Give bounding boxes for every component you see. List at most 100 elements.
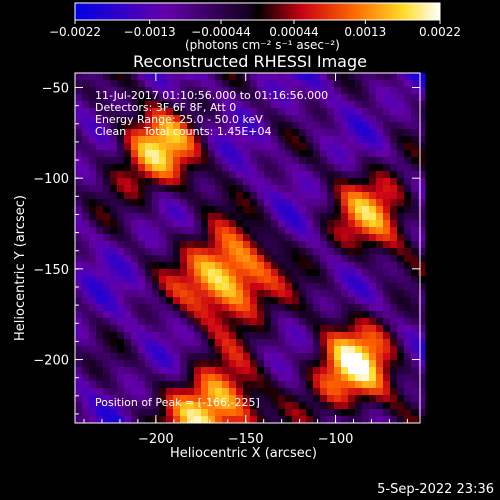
heatmap-cell (103, 199, 111, 207)
heatmap-cell (369, 388, 377, 396)
heatmap-cell (145, 325, 153, 333)
heatmap-cell (278, 241, 286, 249)
heatmap-cell (376, 304, 384, 312)
heatmap-cell (383, 269, 391, 277)
heatmap-cell (96, 185, 104, 193)
heatmap-cell (138, 367, 146, 375)
heatmap-cell (341, 339, 349, 347)
heatmap-cell (285, 164, 293, 172)
heatmap-cell (124, 395, 132, 403)
heatmap-cell (313, 122, 321, 130)
heatmap-cell (355, 227, 363, 235)
heatmap-cell (229, 339, 237, 347)
heatmap-cell (397, 157, 405, 165)
heatmap-cell (257, 185, 265, 193)
heatmap-cell (299, 185, 307, 193)
heatmap-cell (334, 276, 342, 284)
heatmap-cell (131, 381, 139, 389)
heatmap-cell (187, 395, 195, 403)
heatmap-cell (173, 115, 181, 123)
heatmap-cell (131, 185, 139, 193)
heatmap-cell (166, 262, 174, 270)
heatmap-cell (75, 178, 83, 186)
heatmap-cell (215, 136, 223, 144)
heatmap-cell (236, 73, 244, 81)
heatmap-cell (404, 339, 412, 347)
heatmap-cell (418, 171, 426, 179)
heatmap-cell (376, 150, 384, 158)
heatmap-cell (383, 416, 391, 424)
heatmap-cell (369, 395, 377, 403)
heatmap-cell (131, 360, 139, 368)
heatmap-cell (152, 332, 160, 340)
heatmap-cell (124, 262, 132, 270)
heatmap-cell (215, 416, 223, 424)
heatmap-cell (159, 255, 167, 263)
heatmap-cell (215, 115, 223, 123)
heatmap-cell (306, 241, 314, 249)
heatmap-cell (418, 283, 426, 291)
heatmap-cell (278, 262, 286, 270)
heatmap-cell (180, 241, 188, 249)
heatmap-cell (362, 199, 370, 207)
heatmap-cell (208, 227, 216, 235)
heatmap-cell (138, 122, 146, 130)
heatmap-cell (96, 381, 104, 389)
heatmap-cell (411, 318, 419, 326)
heatmap-cell (320, 276, 328, 284)
heatmap-cell (376, 157, 384, 165)
heatmap-cell (355, 402, 363, 410)
heatmap-cell (187, 381, 195, 389)
heatmap-cell (89, 115, 97, 123)
heatmap-cell (257, 171, 265, 179)
heatmap-cell (131, 192, 139, 200)
heatmap-cell (334, 283, 342, 291)
heatmap-cell (355, 325, 363, 333)
heatmap-cell (299, 283, 307, 291)
heatmap-cell (334, 395, 342, 403)
heatmap-cell (348, 157, 356, 165)
heatmap-cell (299, 143, 307, 151)
heatmap-cell (362, 304, 370, 312)
heatmap-cell (131, 73, 139, 81)
heatmap-cell (180, 304, 188, 312)
heatmap-cell (390, 80, 398, 88)
heatmap-cell (103, 213, 111, 221)
heatmap-cell (159, 136, 167, 144)
heatmap-cell (320, 255, 328, 263)
heatmap-cell (271, 143, 279, 151)
heatmap-cell (194, 304, 202, 312)
heatmap-cell (187, 220, 195, 228)
heatmap-cell (341, 206, 349, 214)
heatmap-cell (411, 409, 419, 417)
heatmap-cell (390, 332, 398, 340)
heatmap-cell (313, 339, 321, 347)
heatmap-cell (383, 101, 391, 109)
heatmap-cell (285, 227, 293, 235)
heatmap-cell (124, 185, 132, 193)
heatmap-cell (194, 122, 202, 130)
heatmap-cell (404, 115, 412, 123)
heatmap-cell (110, 395, 118, 403)
heatmap-cell (257, 269, 265, 277)
heatmap-cell (194, 367, 202, 375)
heatmap-cell (145, 178, 153, 186)
heatmap-cell (327, 402, 335, 410)
heatmap-cell (131, 87, 139, 95)
heatmap-cell (124, 171, 132, 179)
heatmap-cell (201, 129, 209, 137)
heatmap-cell (131, 325, 139, 333)
heatmap-cell (285, 255, 293, 263)
heatmap-cell (180, 192, 188, 200)
heatmap-cell (271, 276, 279, 284)
heatmap-cell (138, 199, 146, 207)
heatmap-cell (229, 136, 237, 144)
heatmap-cell (236, 297, 244, 305)
heatmap-cell (334, 171, 342, 179)
heatmap-cell (180, 213, 188, 221)
heatmap-cell (124, 227, 132, 235)
heatmap-cell (75, 360, 83, 368)
heatmap-cell (75, 346, 83, 354)
heatmap-cell (313, 178, 321, 186)
heatmap-cell (327, 101, 335, 109)
